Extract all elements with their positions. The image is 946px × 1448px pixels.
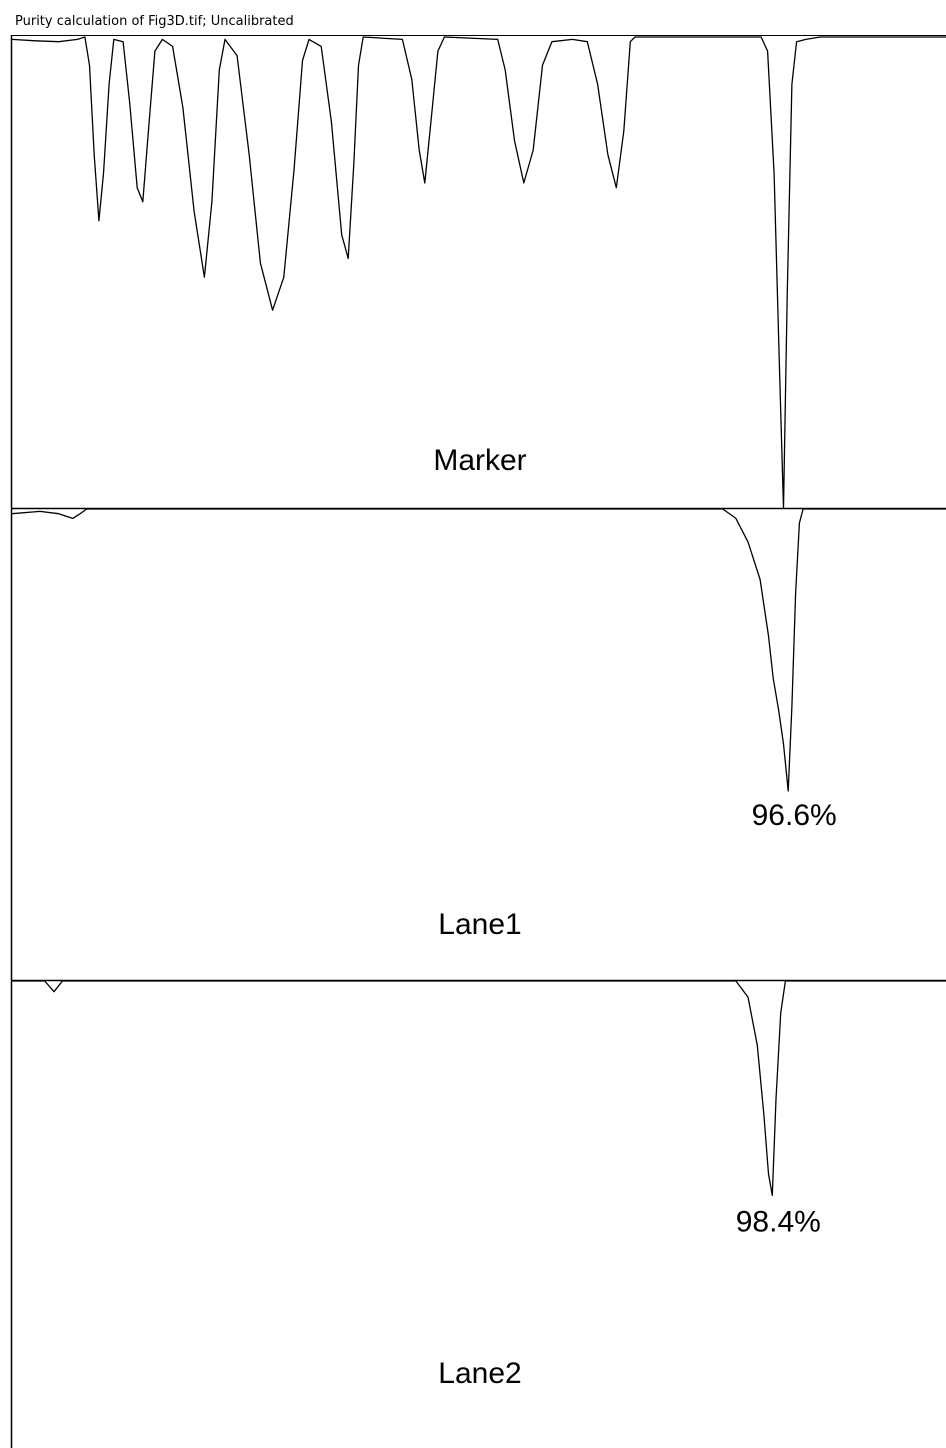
trace-lane1 — [11, 508, 946, 792]
lane-labels: Marker Lane1 96.6% Lane2 98.4% — [433, 444, 836, 1390]
trace-marker — [11, 36, 946, 509]
lane-label-lane1: Lane1 — [438, 908, 521, 941]
window-title: Purity calculation of Fig3D.tif; Uncalib… — [15, 14, 294, 29]
lane-traces — [11, 36, 946, 1197]
peak-label-lane2: 98.4% — [736, 1205, 821, 1238]
lane-label-marker: Marker — [433, 444, 526, 477]
peak-label-lane1: 96.6% — [752, 799, 837, 832]
lane-label-lane2: Lane2 — [438, 1357, 521, 1390]
trace-lane2 — [12, 980, 946, 1197]
